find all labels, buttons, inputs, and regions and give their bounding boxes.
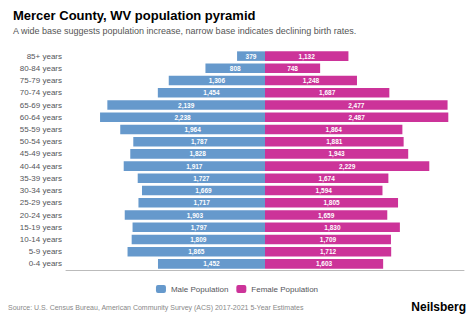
svg-text:2,487: 2,487 xyxy=(349,114,366,122)
svg-text:1,659: 1,659 xyxy=(318,212,335,220)
svg-text:75-79 years: 75-79 years xyxy=(20,76,62,85)
svg-text:379: 379 xyxy=(246,53,257,60)
svg-text:1,865: 1,865 xyxy=(188,248,205,256)
svg-text:748: 748 xyxy=(287,65,298,72)
svg-text:1,454: 1,454 xyxy=(203,89,220,97)
svg-text:20-24 years: 20-24 years xyxy=(20,211,62,220)
svg-text:1,717: 1,717 xyxy=(194,199,211,207)
svg-text:1,727: 1,727 xyxy=(193,175,210,183)
svg-text:808: 808 xyxy=(230,65,241,72)
svg-text:1,248: 1,248 xyxy=(303,77,320,85)
svg-text:1,594: 1,594 xyxy=(316,187,333,195)
svg-text:1,805: 1,805 xyxy=(323,199,340,207)
svg-text:1,917: 1,917 xyxy=(186,163,203,171)
svg-text:1,787: 1,787 xyxy=(191,138,208,146)
svg-text:1,828: 1,828 xyxy=(189,150,206,158)
svg-text:50-54 years: 50-54 years xyxy=(20,137,62,146)
svg-text:1,306: 1,306 xyxy=(209,77,226,85)
svg-text:1,687: 1,687 xyxy=(319,89,336,97)
svg-text:60-64 years: 60-64 years xyxy=(20,113,62,122)
svg-text:Male Population: Male Population xyxy=(171,285,228,294)
svg-text:25-29 years: 25-29 years xyxy=(20,198,62,207)
svg-text:5-9 years: 5-9 years xyxy=(29,247,62,256)
svg-text:55-59 years: 55-59 years xyxy=(20,125,62,134)
svg-text:Female Population: Female Population xyxy=(251,285,318,294)
svg-text:A wide base suggests populatio: A wide base suggests population increase… xyxy=(13,26,356,36)
svg-text:1,797: 1,797 xyxy=(191,224,208,232)
svg-text:Mercer County, WV population p: Mercer County, WV population pyramid xyxy=(13,8,256,23)
svg-text:Neilsberg: Neilsberg xyxy=(411,300,466,314)
svg-text:85+ years: 85+ years xyxy=(27,52,62,61)
svg-text:1,964: 1,964 xyxy=(184,126,201,134)
svg-text:1,132: 1,132 xyxy=(299,53,316,61)
svg-text:80-84 years: 80-84 years xyxy=(20,64,62,73)
svg-text:35-39 years: 35-39 years xyxy=(20,174,62,183)
svg-text:2,229: 2,229 xyxy=(339,163,356,171)
svg-text:2,238: 2,238 xyxy=(174,114,191,122)
svg-text:1,943: 1,943 xyxy=(328,150,345,158)
svg-text:1,452: 1,452 xyxy=(203,260,220,268)
svg-text:1,903: 1,903 xyxy=(187,212,204,220)
svg-text:70-74 years: 70-74 years xyxy=(20,88,62,97)
svg-text:0-4 years: 0-4 years xyxy=(29,259,62,268)
svg-text:2,477: 2,477 xyxy=(348,102,365,110)
svg-text:15-19 years: 15-19 years xyxy=(20,223,62,232)
svg-text:1,881: 1,881 xyxy=(326,138,343,146)
svg-text:30-34 years: 30-34 years xyxy=(20,186,62,195)
svg-text:1,712: 1,712 xyxy=(320,248,337,256)
svg-text:1,809: 1,809 xyxy=(190,236,207,244)
svg-text:1,669: 1,669 xyxy=(195,187,212,195)
svg-text:1,864: 1,864 xyxy=(326,126,343,134)
svg-text:10-14 years: 10-14 years xyxy=(20,235,62,244)
svg-text:2,139: 2,139 xyxy=(178,102,195,110)
svg-text:1,603: 1,603 xyxy=(316,260,333,268)
svg-text:65-69 years: 65-69 years xyxy=(20,101,62,110)
svg-text:1,709: 1,709 xyxy=(320,236,337,244)
svg-text:Source: U.S. Census Bureau, Am: Source: U.S. Census Bureau, American Com… xyxy=(8,304,304,312)
svg-text:1,674: 1,674 xyxy=(319,175,336,183)
svg-text:45-49 years: 45-49 years xyxy=(20,149,62,158)
svg-text:40-44 years: 40-44 years xyxy=(20,162,62,171)
svg-text:1,830: 1,830 xyxy=(324,224,341,232)
